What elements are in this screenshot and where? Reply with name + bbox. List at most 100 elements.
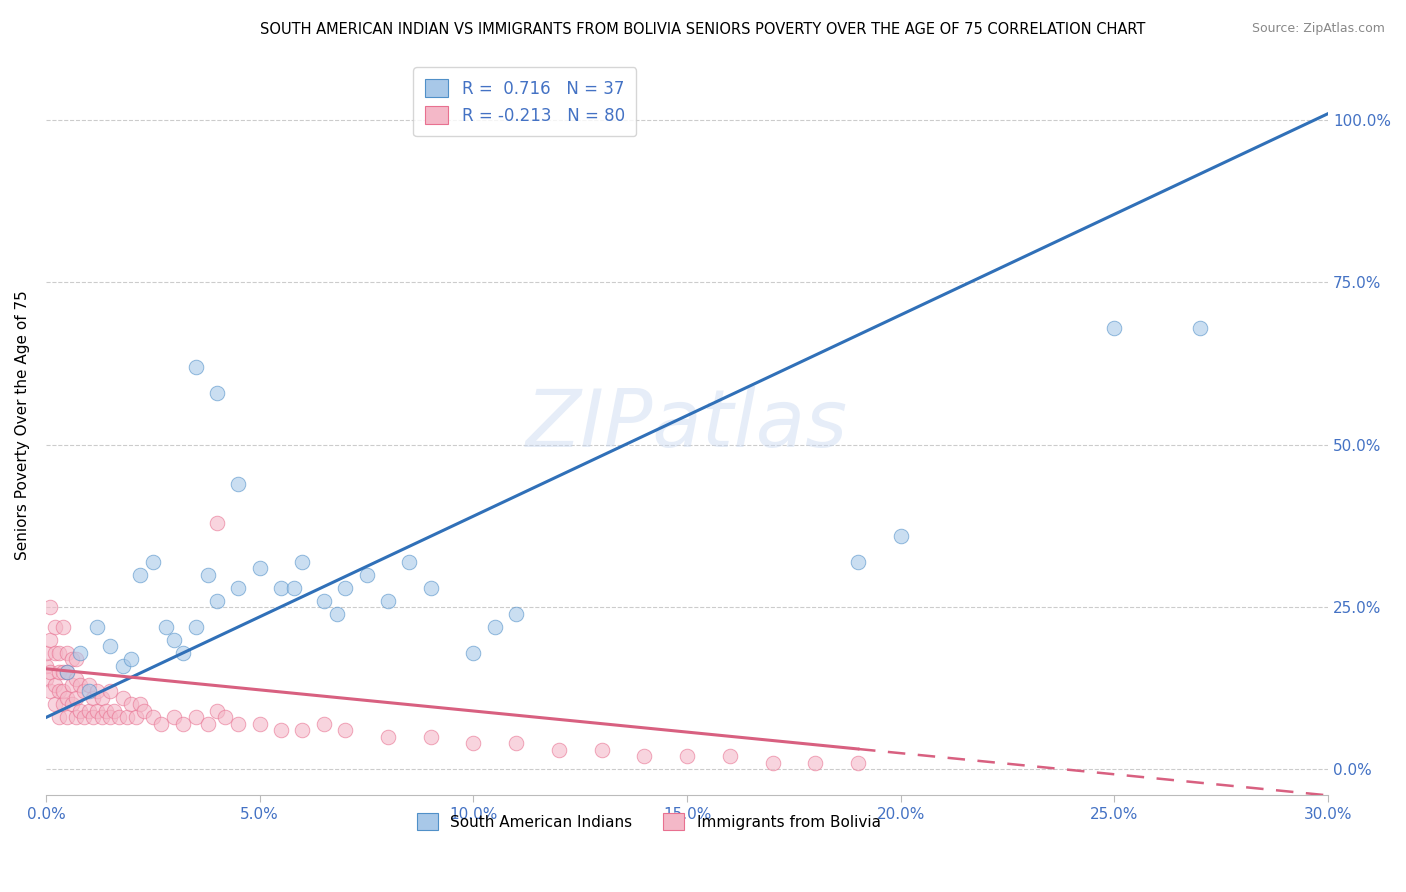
Point [172,646,194,660]
Point [270,723,292,738]
Point [48,646,70,660]
Point [249,561,271,575]
Point [48,710,70,724]
Point [39,684,62,698]
Point [94,704,117,718]
Point [325,607,347,621]
Point [86,619,108,633]
Text: ZIPatlas: ZIPatlas [526,386,848,464]
Point [107,710,129,724]
Point [86,684,108,698]
Point [39,600,62,615]
Point [142,555,165,569]
Point [73,710,96,724]
Point [103,704,125,718]
Point [633,749,655,764]
Point [676,749,699,764]
Point [44,619,66,633]
Point [591,743,613,757]
Point [56,710,79,724]
Point [312,717,335,731]
Point [226,581,249,595]
Point [120,698,142,712]
Point [718,749,741,764]
Point [77,678,100,692]
Y-axis label: Seniors Poverty Over the Age of 75: Seniors Poverty Over the Age of 75 [15,291,30,560]
Point [69,704,91,718]
Point [82,691,104,706]
Point [35,646,58,660]
Point [205,385,228,400]
Point [52,665,75,679]
Point [150,717,173,731]
Point [65,710,87,724]
Point [214,710,236,724]
Point [39,632,62,647]
Point [205,704,228,718]
Point [129,567,152,582]
Point [846,756,869,770]
Point [377,730,399,744]
Point [98,639,121,653]
Point [291,555,314,569]
Point [184,359,207,374]
Point [44,698,66,712]
Point [312,593,335,607]
Point [56,665,79,679]
Text: Source: ZipAtlas.com: Source: ZipAtlas.com [1251,22,1385,36]
Point [197,567,219,582]
Point [56,691,79,706]
Point [111,658,134,673]
Point [547,743,569,757]
Point [48,665,70,679]
Point [463,736,485,750]
Point [52,698,75,712]
Point [77,684,100,698]
Point [1188,321,1211,335]
Point [377,593,399,607]
Point [65,652,87,666]
Point [333,723,356,738]
Legend: South American Indians, Immigrants from Bolivia: South American Indians, Immigrants from … [411,807,887,836]
Point [419,581,441,595]
Point [463,646,485,660]
Point [56,646,79,660]
Point [65,672,87,686]
Point [142,710,165,724]
Point [60,698,83,712]
Point [86,704,108,718]
Point [291,723,314,738]
Point [249,717,271,731]
Point [163,632,186,647]
Point [98,684,121,698]
Point [505,607,527,621]
Point [56,665,79,679]
Point [205,593,228,607]
Point [48,684,70,698]
Point [52,619,75,633]
Point [419,730,441,744]
Point [270,581,292,595]
Point [398,555,420,569]
Point [44,646,66,660]
Point [60,678,83,692]
Point [163,710,186,724]
Point [90,691,112,706]
Point [82,710,104,724]
Point [129,698,152,712]
Point [39,665,62,679]
Point [356,567,378,582]
Point [484,619,506,633]
Point [44,678,66,692]
Point [1104,321,1126,335]
Point [60,652,83,666]
Point [226,476,249,491]
Point [73,684,96,698]
Point [35,658,58,673]
Point [125,710,148,724]
Point [184,710,207,724]
Point [505,736,527,750]
Point [111,691,134,706]
Point [69,646,91,660]
Point [197,717,219,731]
